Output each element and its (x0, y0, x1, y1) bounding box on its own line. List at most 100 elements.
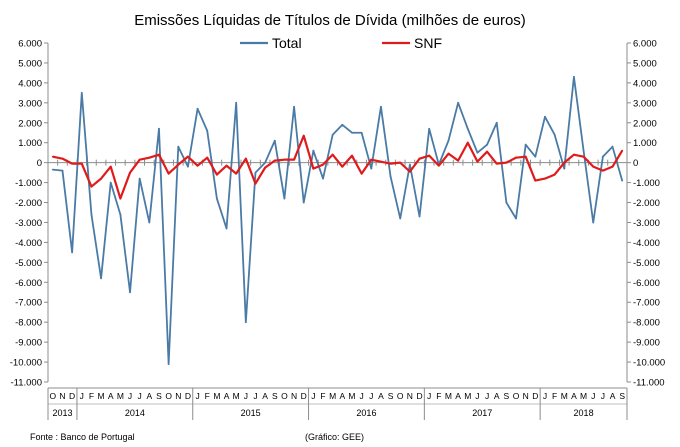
x-month-label: N (523, 391, 529, 401)
data-point-snf (592, 165, 595, 168)
data-point-total (148, 221, 151, 224)
data-point-total (235, 101, 238, 104)
data-point-total (582, 149, 585, 152)
data-point-snf (389, 162, 392, 165)
y-tick-label-left: 0 (37, 158, 42, 169)
data-point-total (534, 155, 537, 158)
data-point-total (544, 115, 546, 118)
x-month-label: J (427, 391, 431, 401)
x-year-label: 2014 (125, 408, 145, 418)
y-tick-label-left: -3.000 (15, 218, 42, 229)
x-year-label: 2018 (574, 408, 594, 418)
legend: Total SNF (240, 35, 442, 51)
x-month-label: M (233, 391, 240, 401)
data-point-snf (71, 162, 74, 165)
data-point-total (138, 177, 141, 180)
x-month-label: M (348, 391, 355, 401)
data-point-snf (177, 163, 180, 166)
y-tick-label-right: 1.000 (633, 138, 657, 149)
y-tick-label-left: -1.000 (15, 178, 42, 189)
data-point-snf (312, 167, 315, 170)
x-month-label: F (436, 391, 441, 401)
x-month-label: A (262, 391, 268, 401)
data-point-total (495, 121, 498, 124)
x-month-label: J (138, 391, 142, 401)
y-tick-label-right: -10.000 (633, 358, 665, 369)
y-tick-label-right: 5.000 (633, 58, 657, 69)
data-point-total (370, 167, 373, 170)
x-month-label: J (543, 391, 547, 401)
data-point-snf (515, 156, 517, 159)
data-point-total (553, 133, 556, 136)
y-tick-label-right: -6.000 (633, 278, 660, 289)
data-point-snf (573, 153, 575, 156)
x-month-label: M (98, 391, 105, 401)
y-tick-label-left: -6.000 (15, 278, 42, 289)
data-point-total (408, 163, 411, 166)
chart-credit: (Gráfico: GEE) (305, 432, 364, 442)
y-tick-label-right: 4.000 (633, 78, 657, 89)
data-point-snf (119, 197, 122, 200)
x-month-label: J (244, 391, 248, 401)
y-tick-label-right: -11.000 (633, 378, 665, 389)
y-tick-label-left: 2.000 (18, 118, 42, 129)
x-month-label: J (128, 391, 132, 401)
x-month-label: S (619, 391, 625, 401)
data-point-snf (524, 155, 527, 158)
x-month-label: M (561, 391, 568, 401)
data-point-snf (408, 170, 411, 173)
y-tick-label-right: 0 (633, 158, 638, 169)
x-month-label: O (281, 391, 288, 401)
data-point-total (486, 143, 488, 146)
y-tick-label-right: -2.000 (633, 198, 660, 209)
x-month-label: D (416, 391, 422, 401)
data-point-snf (495, 162, 498, 165)
data-point-snf (254, 182, 257, 185)
data-point-total (100, 277, 102, 280)
data-point-total (524, 143, 527, 146)
data-point-snf (61, 157, 64, 160)
x-year-label: 2017 (472, 408, 492, 418)
data-point-snf (215, 173, 218, 176)
data-point-total (61, 169, 64, 172)
x-month-label: A (494, 391, 500, 401)
x-month-label: M (580, 391, 587, 401)
data-point-total (264, 161, 267, 164)
data-point-total (351, 131, 353, 134)
data-point-total (573, 76, 575, 78)
data-point-snf (283, 158, 286, 161)
y-tick-label-left: -11.000 (10, 378, 42, 389)
y-tick-label-right: -4.000 (633, 238, 660, 249)
x-month-label: S (388, 391, 394, 401)
x-month-label: M (213, 391, 220, 401)
series-line-snf (52, 134, 624, 200)
data-point-total (447, 139, 450, 142)
data-point-snf (399, 161, 402, 164)
data-point-snf (322, 163, 324, 166)
legend-label-total: Total (272, 35, 302, 51)
data-point-total (283, 197, 286, 200)
data-point-snf (138, 158, 141, 161)
y-tick-label-right: 3.000 (633, 98, 657, 109)
y-tick-label-left: -7.000 (15, 298, 42, 309)
data-point-snf (225, 164, 228, 167)
data-point-total (428, 127, 431, 130)
data-point-snf (302, 134, 305, 137)
data-point-total (215, 197, 218, 200)
y-tick-label-left: -9.000 (15, 338, 42, 349)
x-month-label: J (485, 391, 489, 401)
data-point-snf (505, 161, 508, 164)
y-axis-right: 6.000 5.000 4.000 3.000 2.000 1.000 0 -1.000 -2.… (627, 39, 665, 389)
y-tick-label-left: 4.000 (18, 78, 42, 89)
y-tick-label-left: -4.000 (15, 238, 42, 249)
x-month-label: S (156, 391, 162, 401)
data-point-total (466, 127, 469, 130)
y-tick-label-left: 5.000 (18, 58, 42, 69)
data-point-snf (553, 173, 556, 176)
y-tick-label-right: 6.000 (633, 39, 657, 50)
data-point-total (592, 221, 595, 224)
data-point-total (244, 321, 247, 324)
series-line-total (52, 76, 624, 365)
data-point-total (167, 363, 170, 365)
data-point-total (225, 227, 228, 230)
